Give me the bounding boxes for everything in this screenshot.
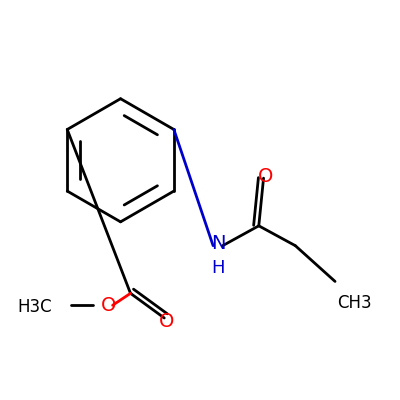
Text: H3C: H3C [18,298,52,316]
Text: H: H [211,258,225,276]
Text: CH3: CH3 [338,294,372,312]
Text: O: O [101,296,116,315]
Text: O: O [258,167,273,186]
Text: N: N [211,234,225,253]
Text: O: O [158,312,174,331]
